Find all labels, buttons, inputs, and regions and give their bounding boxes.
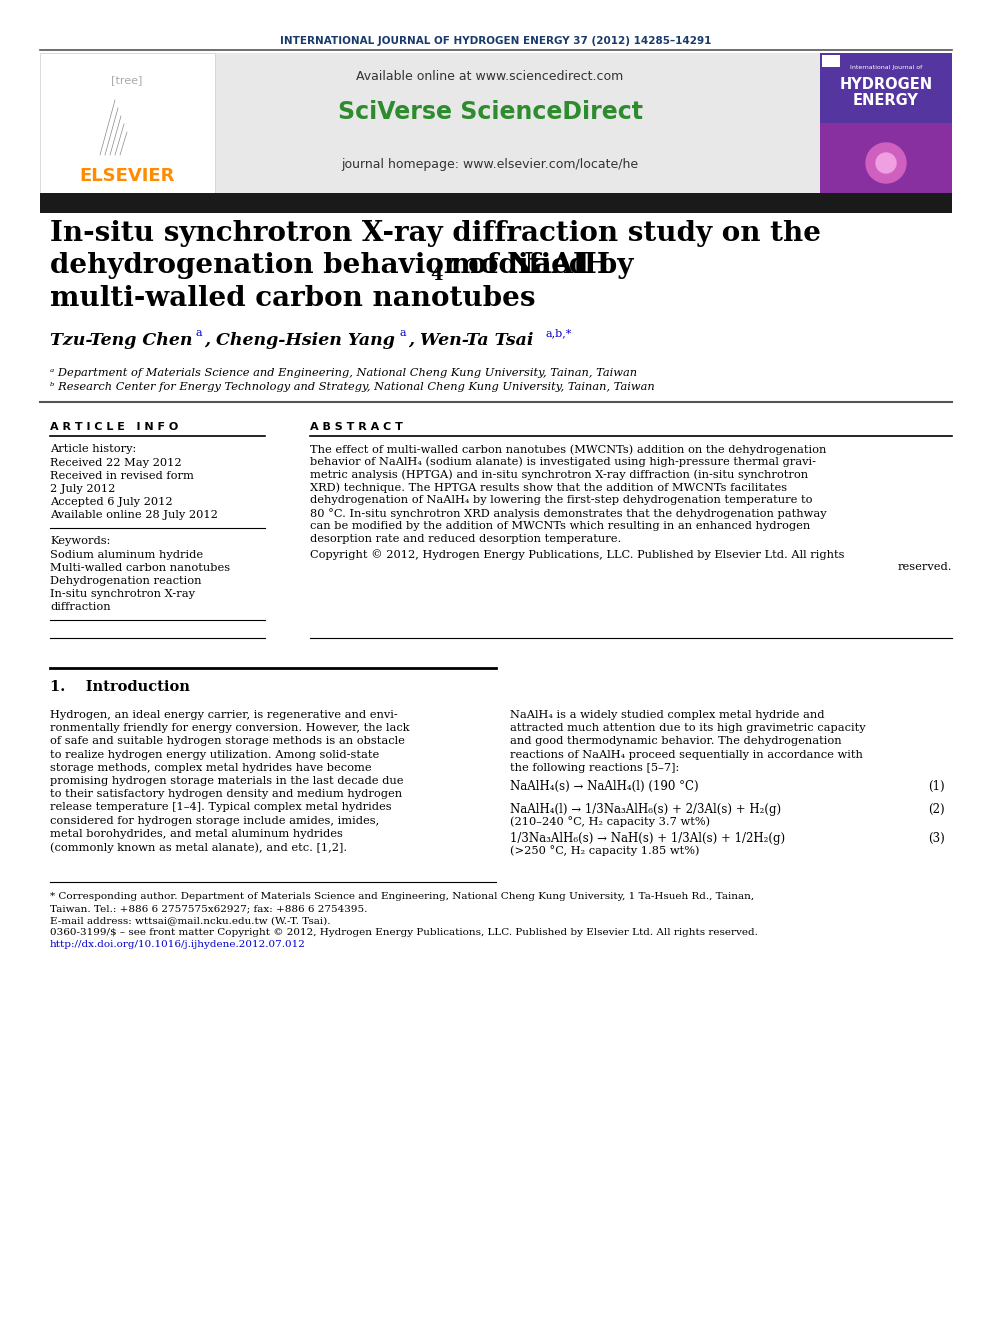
Text: (2): (2) bbox=[929, 803, 945, 816]
Text: ᵇ Research Center for Energy Technology and Strategy, National Cheng Kung Univer: ᵇ Research Center for Energy Technology … bbox=[50, 382, 655, 392]
Text: (>250 °C, H₂ capacity 1.85 wt%): (>250 °C, H₂ capacity 1.85 wt%) bbox=[510, 845, 699, 856]
Text: reserved.: reserved. bbox=[898, 562, 952, 572]
FancyBboxPatch shape bbox=[40, 53, 215, 193]
Text: INTERNATIONAL JOURNAL OF HYDROGEN ENERGY 37 (2012) 14285–14291: INTERNATIONAL JOURNAL OF HYDROGEN ENERGY… bbox=[281, 36, 711, 46]
Text: the following reactions [5–7]:: the following reactions [5–7]: bbox=[510, 763, 680, 773]
Text: [tree]: [tree] bbox=[111, 75, 143, 85]
FancyBboxPatch shape bbox=[820, 123, 952, 193]
Text: (1): (1) bbox=[929, 781, 945, 792]
Text: ᵃ Department of Materials Science and Engineering, National Cheng Kung Universit: ᵃ Department of Materials Science and En… bbox=[50, 368, 637, 378]
Text: attracted much attention due to its high gravimetric capacity: attracted much attention due to its high… bbox=[510, 724, 866, 733]
Text: Keywords:: Keywords: bbox=[50, 536, 110, 546]
Text: , Wen-Ta Tsai: , Wen-Ta Tsai bbox=[408, 332, 534, 349]
Text: ELSEVIER: ELSEVIER bbox=[79, 167, 175, 185]
Text: Taiwan. Tel.: +886 6 2757575x62927; fax: +886 6 2754395.: Taiwan. Tel.: +886 6 2757575x62927; fax:… bbox=[50, 904, 367, 913]
Text: In-situ synchrotron X-ray: In-situ synchrotron X-ray bbox=[50, 589, 195, 599]
Text: Copyright © 2012, Hydrogen Energy Publications, LLC. Published by Elsevier Ltd. : Copyright © 2012, Hydrogen Energy Public… bbox=[310, 549, 844, 560]
Text: can be modified by the addition of MWCNTs which resulting in an enhanced hydroge: can be modified by the addition of MWCNT… bbox=[310, 521, 810, 531]
Text: E-mail address: wttsai@mail.ncku.edu.tw (W.-T. Tsai).: E-mail address: wttsai@mail.ncku.edu.tw … bbox=[50, 916, 330, 925]
Text: http://dx.doi.org/10.1016/j.ijhydene.2012.07.012: http://dx.doi.org/10.1016/j.ijhydene.201… bbox=[50, 941, 306, 949]
Text: promising hydrogen storage materials in the last decade due: promising hydrogen storage materials in … bbox=[50, 777, 404, 786]
Text: A B S T R A C T: A B S T R A C T bbox=[310, 422, 403, 433]
Text: to their satisfactory hydrogen density and medium hydrogen: to their satisfactory hydrogen density a… bbox=[50, 790, 402, 799]
Text: dehydrogenation of NaAlH₄ by lowering the first-step dehydrogenation temperature: dehydrogenation of NaAlH₄ by lowering th… bbox=[310, 495, 812, 505]
Text: (commonly known as metal alanate), and etc. [1,2].: (commonly known as metal alanate), and e… bbox=[50, 841, 347, 852]
Text: reactions of NaAlH₄ proceed sequentially in accordance with: reactions of NaAlH₄ proceed sequentially… bbox=[510, 750, 863, 759]
FancyBboxPatch shape bbox=[820, 53, 952, 193]
Text: ronmentally friendly for energy conversion. However, the lack: ronmentally friendly for energy conversi… bbox=[50, 724, 410, 733]
Text: NaAlH₄(s) → NaAlH₄(l) (190 °C): NaAlH₄(s) → NaAlH₄(l) (190 °C) bbox=[510, 781, 698, 792]
Text: Available online at www.sciencedirect.com: Available online at www.sciencedirect.co… bbox=[356, 70, 624, 83]
Text: 2 July 2012: 2 July 2012 bbox=[50, 484, 115, 493]
Text: International Journal of: International Journal of bbox=[850, 65, 923, 70]
Text: Dehydrogenation reaction: Dehydrogenation reaction bbox=[50, 576, 201, 586]
Text: NaAlH₄ is a widely studied complex metal hydride and: NaAlH₄ is a widely studied complex metal… bbox=[510, 710, 824, 720]
Text: NaAlH₄(l) → 1/3Na₃AlH₆(s) + 2/3Al(s) + H₂(g): NaAlH₄(l) → 1/3Na₃AlH₆(s) + 2/3Al(s) + H… bbox=[510, 803, 781, 816]
Text: a: a bbox=[196, 328, 202, 337]
Text: multi-walled carbon nanotubes: multi-walled carbon nanotubes bbox=[50, 284, 536, 312]
Text: behavior of NaAlH₄ (sodium alanate) is investigated using high-pressure thermal : behavior of NaAlH₄ (sodium alanate) is i… bbox=[310, 456, 816, 467]
Text: * Corresponding author. Department of Materials Science and Engineering, Nationa: * Corresponding author. Department of Ma… bbox=[50, 892, 754, 901]
Text: Tzu-Teng Chen: Tzu-Teng Chen bbox=[50, 332, 192, 349]
Circle shape bbox=[876, 153, 896, 173]
Text: (3): (3) bbox=[929, 832, 945, 845]
FancyBboxPatch shape bbox=[40, 193, 952, 213]
Text: Article history:: Article history: bbox=[50, 445, 136, 454]
Text: and good thermodynamic behavior. The dehydrogenation: and good thermodynamic behavior. The deh… bbox=[510, 737, 841, 746]
Text: Hydrogen, an ideal energy carrier, is regenerative and envi-: Hydrogen, an ideal energy carrier, is re… bbox=[50, 710, 398, 720]
Text: 0360-3199/$ – see front matter Copyright © 2012, Hydrogen Energy Publications, L: 0360-3199/$ – see front matter Copyright… bbox=[50, 927, 758, 937]
Text: 1.    Introduction: 1. Introduction bbox=[50, 680, 189, 695]
Text: modified by: modified by bbox=[441, 251, 633, 279]
Text: Received in revised form: Received in revised form bbox=[50, 471, 193, 482]
Text: The effect of multi-walled carbon nanotubes (MWCNTs) addition on the dehydrogena: The effect of multi-walled carbon nanotu… bbox=[310, 445, 826, 455]
Text: 80 °C. In-situ synchrotron XRD analysis demonstrates that the dehydrogenation pa: 80 °C. In-situ synchrotron XRD analysis … bbox=[310, 508, 826, 519]
Text: considered for hydrogen storage include amides, imides,: considered for hydrogen storage include … bbox=[50, 815, 379, 826]
Text: SciVerse ScienceDirect: SciVerse ScienceDirect bbox=[337, 101, 643, 124]
Text: Available online 28 July 2012: Available online 28 July 2012 bbox=[50, 509, 218, 520]
Text: Received 22 May 2012: Received 22 May 2012 bbox=[50, 458, 182, 468]
Circle shape bbox=[866, 143, 906, 183]
Text: XRD) technique. The HPTGA results show that the addition of MWCNTs facilitates: XRD) technique. The HPTGA results show t… bbox=[310, 483, 787, 493]
Text: a: a bbox=[400, 328, 407, 337]
Text: to realize hydrogen energy utilization. Among solid-state: to realize hydrogen energy utilization. … bbox=[50, 750, 379, 759]
Text: metal borohydrides, and metal aluminum hydrides: metal borohydrides, and metal aluminum h… bbox=[50, 828, 343, 839]
Text: A R T I C L E   I N F O: A R T I C L E I N F O bbox=[50, 422, 179, 433]
Text: release temperature [1–4]. Typical complex metal hydrides: release temperature [1–4]. Typical compl… bbox=[50, 803, 392, 812]
Text: metric analysis (HPTGA) and in-situ synchrotron X-ray diffraction (in-situ synch: metric analysis (HPTGA) and in-situ sync… bbox=[310, 470, 808, 480]
Text: diffraction: diffraction bbox=[50, 602, 111, 613]
Text: storage methods, complex metal hydrides have become: storage methods, complex metal hydrides … bbox=[50, 763, 372, 773]
Text: 1/3Na₃AlH₆(s) → NaH(s) + 1/3Al(s) + 1/2H₂(g): 1/3Na₃AlH₆(s) → NaH(s) + 1/3Al(s) + 1/2H… bbox=[510, 832, 785, 845]
Text: , Cheng-Hsien Yang: , Cheng-Hsien Yang bbox=[204, 332, 395, 349]
Text: (210–240 °C, H₂ capacity 3.7 wt%): (210–240 °C, H₂ capacity 3.7 wt%) bbox=[510, 816, 710, 827]
Text: ENERGY: ENERGY bbox=[853, 93, 919, 108]
Text: Sodium aluminum hydride: Sodium aluminum hydride bbox=[50, 550, 203, 560]
Text: of safe and suitable hydrogen storage methods is an obstacle: of safe and suitable hydrogen storage me… bbox=[50, 737, 405, 746]
FancyBboxPatch shape bbox=[822, 56, 840, 67]
FancyBboxPatch shape bbox=[215, 53, 820, 193]
Text: desorption rate and reduced desorption temperature.: desorption rate and reduced desorption t… bbox=[310, 533, 621, 544]
Text: HYDROGEN: HYDROGEN bbox=[839, 77, 932, 93]
Text: Accepted 6 July 2012: Accepted 6 July 2012 bbox=[50, 497, 173, 507]
Text: 4: 4 bbox=[430, 266, 442, 284]
Text: In-situ synchrotron X-ray diffraction study on the: In-situ synchrotron X-ray diffraction st… bbox=[50, 220, 821, 247]
Text: a,b,*: a,b,* bbox=[545, 328, 571, 337]
Text: Multi-walled carbon nanotubes: Multi-walled carbon nanotubes bbox=[50, 564, 230, 573]
Text: dehydrogenation behavior of NaAlH: dehydrogenation behavior of NaAlH bbox=[50, 251, 610, 279]
Text: journal homepage: www.elsevier.com/locate/he: journal homepage: www.elsevier.com/locat… bbox=[341, 157, 639, 171]
